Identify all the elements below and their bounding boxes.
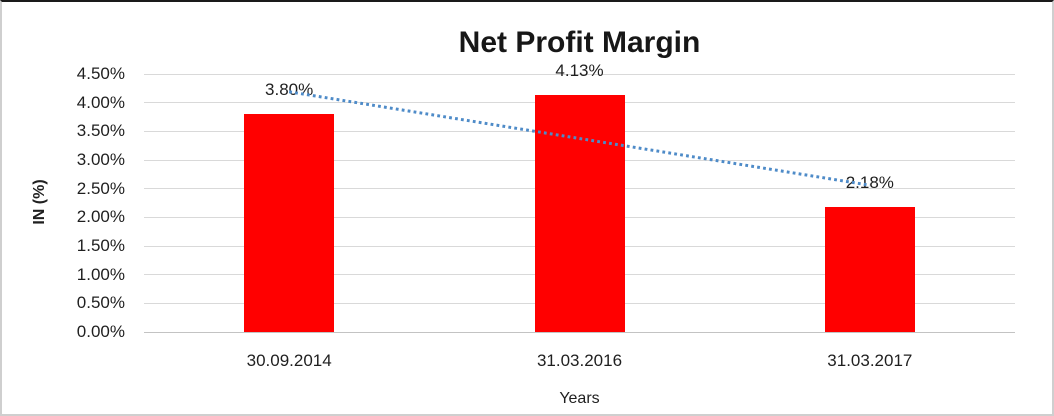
- y-tick-label: 0.00%: [76, 322, 125, 341]
- gridline: [144, 73, 1015, 75]
- bar-31.03.2016: [534, 95, 625, 332]
- y-tick-label: 4.50%: [76, 64, 125, 83]
- y-tick-label: 4.00%: [76, 92, 125, 112]
- x-category-label: 31.03.2017: [827, 351, 913, 370]
- bar-30.09.2014: [244, 114, 335, 332]
- bar-value-label: 2.18%: [845, 173, 894, 192]
- bar-value-label: 3.80%: [265, 80, 314, 100]
- x-axis-title: Years: [559, 390, 600, 407]
- y-axis-title: IN (%): [31, 179, 48, 225]
- x-category-label: 31.03.2016: [536, 351, 623, 370]
- y-tick-label: 2.50%: [76, 178, 125, 198]
- y-tick-label: 1.00%: [76, 264, 125, 284]
- y-tick-label: 1.50%: [76, 236, 125, 255]
- x-category-label: 30.09.2014: [246, 351, 332, 370]
- bar-value-label: 4.13%: [555, 61, 604, 81]
- y-tick-label: 3.00%: [76, 150, 125, 169]
- y-tick-label: 0.50%: [76, 293, 125, 313]
- x-axis-line: [144, 331, 1015, 333]
- chart-title: Net Profit Margin: [458, 26, 701, 59]
- y-tick-label: 3.50%: [76, 121, 125, 141]
- bar-31.03.2017: [824, 207, 915, 332]
- y-tick-label: 2.00%: [76, 207, 125, 227]
